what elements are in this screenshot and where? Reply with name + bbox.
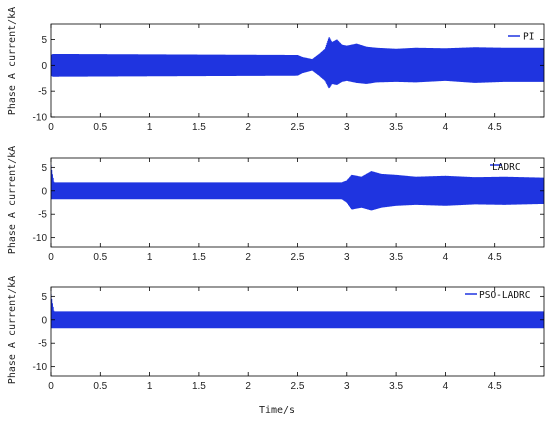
legend-label-visible: LADRC: [492, 162, 521, 173]
y-tick-label: -10: [33, 113, 48, 124]
x-tick-label: 2.5: [291, 122, 305, 133]
y-tick-label: -10: [33, 233, 48, 244]
series-line: [51, 165, 544, 211]
x-tick-label: 3.5: [389, 381, 403, 392]
x-tick-label: 2: [245, 381, 251, 392]
x-tick-label: 1: [147, 252, 153, 263]
y-tick-label: -5: [38, 210, 47, 221]
panel-3-xticks: 0 0.5 1 1.5 2 2.5 3 3.5 4 4.5: [48, 287, 502, 392]
y-tick-label: 0: [41, 186, 47, 197]
x-tick-label: 4.5: [488, 252, 502, 263]
y-tick-label: -5: [38, 339, 47, 350]
panel-2: 0 0.5 1 1.5 2 2.5 3 3.5 4 4.5 -10 -5 0 5 LADRC Phase…: [7, 146, 545, 263]
y-axis-label: Phase A current/kA: [7, 7, 18, 115]
legend-label: PSO-LADRC: [479, 290, 530, 301]
x-tick-label: 2.5: [291, 252, 305, 263]
x-tick-label: 0: [48, 122, 54, 133]
x-tick-label: 1.5: [192, 122, 206, 133]
x-tick-label: 3: [344, 122, 350, 133]
panel-2-xticks: 0 0.5 1 1.5 2 2.5 3 3.5 4 4.5: [48, 158, 502, 263]
legend-label: PI: [523, 32, 534, 43]
x-tick-label: 4.5: [488, 381, 502, 392]
x-tick-label: 4: [443, 252, 449, 263]
x-tick-label: 1.5: [192, 381, 206, 392]
x-tick-label: 2: [245, 252, 251, 263]
x-tick-label: 4: [443, 381, 449, 392]
x-tick-label: 0: [48, 252, 54, 263]
y-axis-label: Phase A current/kA: [7, 276, 18, 384]
y-tick-label: 0: [41, 61, 47, 72]
y-tick-label: -5: [38, 87, 47, 98]
x-tick-label: 0.5: [93, 381, 107, 392]
series-line: [51, 37, 544, 89]
panel-1-yticks: -10 -5 0 5: [33, 35, 544, 124]
y-tick-label: 5: [41, 35, 47, 46]
panel-3-yticks: -10 -5 0 5: [33, 292, 544, 373]
panel-1-xticks: 0 0.5 1 1.5 2 2.5 3 3.5 4 4.5: [48, 24, 502, 133]
series-line: [51, 294, 544, 329]
panel-3: 0 0.5 1 1.5 2 2.5 3 3.5 4 4.5 -10 -5 0 5 PSO-LADRC P…: [7, 276, 545, 416]
x-tick-label: 0: [48, 381, 54, 392]
x-tick-label: 0.5: [93, 252, 107, 263]
x-tick-label: 1.5: [192, 252, 206, 263]
panel-1-plot: [51, 37, 544, 89]
x-tick-label: 4: [443, 122, 449, 133]
x-tick-label: 4.5: [488, 122, 502, 133]
x-tick-label: 0.5: [93, 122, 107, 133]
x-tick-label: 1: [147, 381, 153, 392]
y-tick-label: 0: [41, 315, 47, 326]
panel-1-legend: PI: [508, 32, 534, 43]
y-tick-label: 5: [41, 163, 47, 174]
panel-2-yticks: -10 -5 0 5: [33, 163, 544, 244]
x-tick-label: 3.5: [389, 252, 403, 263]
y-tick-label: -10: [33, 362, 48, 373]
panel-3-legend: PSO-LADRC: [465, 290, 530, 301]
x-tick-label: 3: [344, 252, 350, 263]
panel-3-plot: [51, 294, 544, 329]
x-tick-label: 1: [147, 122, 153, 133]
panel-2-plot: [51, 165, 544, 211]
panel-3-axes-box: [50, 286, 545, 377]
x-tick-label: 3: [344, 381, 350, 392]
y-tick-label: 5: [41, 292, 47, 303]
x-tick-label: 2: [245, 122, 251, 133]
panel-2-legend: LADRC: [490, 162, 521, 173]
panel-1: 0 0.5 1 1.5 2 2.5 3 3.5 4 4.5 -10 -5 0 5 PI Phase A …: [7, 7, 545, 133]
x-axis-label: Time/s: [259, 405, 295, 416]
x-tick-label: 3.5: [389, 122, 403, 133]
y-axis-label: Phase A current/kA: [7, 146, 18, 254]
x-tick-label: 2.5: [291, 381, 305, 392]
